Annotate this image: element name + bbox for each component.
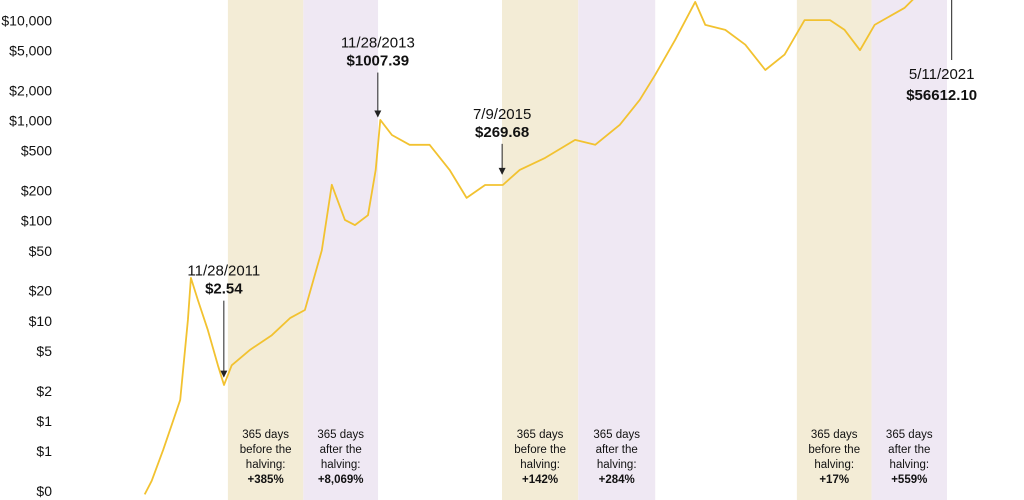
y-tick-label: $2,000 bbox=[9, 82, 52, 98]
band-change: +385% bbox=[248, 474, 284, 486]
band-change: +559% bbox=[891, 474, 927, 486]
y-tick-label: $0 bbox=[36, 483, 52, 499]
band-label: before the bbox=[514, 444, 566, 456]
halving-band bbox=[796, 0, 872, 500]
band-label: after the bbox=[320, 444, 362, 456]
annotation-price: $269.68 bbox=[475, 124, 529, 141]
arrow-head bbox=[220, 370, 228, 378]
y-tick-label: $50 bbox=[29, 243, 53, 259]
y-tick-label: $500 bbox=[21, 143, 52, 159]
bands bbox=[227, 0, 948, 500]
y-tick-label: $5 bbox=[36, 343, 52, 359]
y-tick-label: $1 bbox=[36, 443, 52, 459]
band-label: halving: bbox=[889, 459, 929, 471]
halving-band bbox=[227, 0, 304, 500]
band-label: 365 days bbox=[517, 429, 564, 441]
band-label: halving: bbox=[597, 459, 637, 471]
price-line bbox=[143, 0, 914, 495]
arrow-head bbox=[374, 110, 382, 118]
lines bbox=[143, 0, 914, 495]
annotation-date: 11/28/2013 bbox=[341, 35, 415, 52]
annotation-price: $2.54 bbox=[205, 281, 243, 298]
band-label: after the bbox=[888, 444, 930, 456]
band-label: 365 days bbox=[593, 429, 640, 441]
band-change: +8,069% bbox=[318, 474, 364, 486]
band-change: +284% bbox=[599, 474, 635, 486]
band-change: +17% bbox=[819, 474, 849, 486]
y-tick-label: $5,000 bbox=[9, 43, 52, 59]
labels: 365 days before the halving: +385% 365 days a… bbox=[1, 0, 977, 499]
arrow-head bbox=[498, 167, 506, 175]
band-label: 365 days bbox=[317, 429, 364, 441]
halving-band bbox=[871, 0, 948, 500]
band-label: before the bbox=[808, 444, 860, 456]
annotation-date: 5/11/2021 bbox=[909, 66, 975, 83]
band-change: +142% bbox=[522, 474, 558, 486]
y-tick-label: $1 bbox=[36, 413, 52, 429]
annotation-price: $1007.39 bbox=[347, 53, 410, 70]
band-label: halving: bbox=[520, 459, 560, 471]
annotation-price: $56612.10 bbox=[906, 87, 977, 104]
band-label: before the bbox=[240, 444, 292, 456]
y-tick-label: $100 bbox=[21, 213, 52, 229]
y-tick-label: $20 bbox=[29, 283, 53, 299]
y-tick-label: $1,000 bbox=[9, 113, 52, 129]
annotation-date: 7/9/2015 bbox=[473, 106, 531, 123]
band-label: 365 days bbox=[811, 429, 858, 441]
band-label: halving: bbox=[321, 459, 361, 471]
y-tick-label: $2 bbox=[36, 383, 52, 399]
annotation-date: 11/28/2011 bbox=[187, 263, 260, 280]
band-label: halving: bbox=[814, 459, 854, 471]
halving-band bbox=[303, 0, 379, 500]
halving-band bbox=[501, 0, 579, 500]
band-label: 365 days bbox=[886, 429, 933, 441]
y-tick-label: $200 bbox=[21, 183, 52, 199]
band-label: halving: bbox=[246, 459, 286, 471]
y-tick-label: $10 bbox=[29, 313, 53, 329]
halving-band bbox=[578, 0, 656, 500]
y-tick-label: $10,000 bbox=[1, 12, 52, 28]
band-label: 365 days bbox=[242, 429, 289, 441]
band-label: after the bbox=[596, 444, 638, 456]
